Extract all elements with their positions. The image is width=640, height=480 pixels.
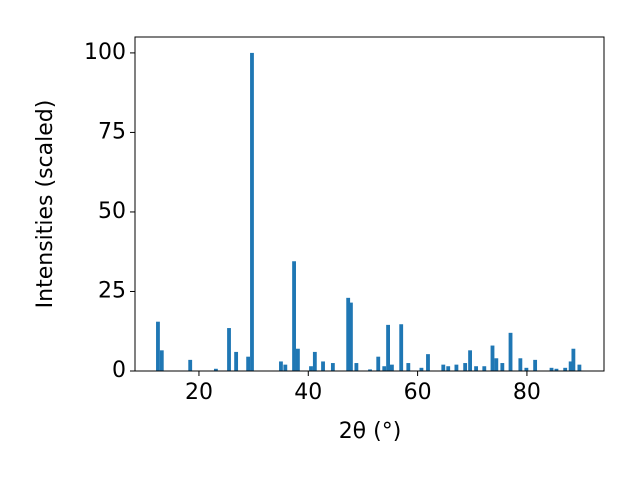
bar xyxy=(500,363,505,371)
bar xyxy=(446,366,451,371)
bar xyxy=(426,354,430,371)
bar xyxy=(549,367,554,371)
bar xyxy=(312,351,317,371)
bar xyxy=(246,356,251,371)
bar xyxy=(463,363,468,371)
bar xyxy=(234,351,239,371)
bar xyxy=(419,367,424,371)
bar xyxy=(188,359,193,371)
bar xyxy=(577,364,582,371)
x-tick-label: 40 xyxy=(294,380,322,405)
bar xyxy=(354,363,359,371)
y-tick-label: 100 xyxy=(84,40,126,65)
x-axis-label: 2θ (°) xyxy=(339,419,402,444)
bar xyxy=(468,350,472,371)
bar xyxy=(454,364,459,371)
bar xyxy=(563,367,568,371)
bar xyxy=(474,366,479,371)
bar xyxy=(518,358,523,371)
bar xyxy=(554,368,559,371)
bar xyxy=(321,361,325,371)
bar xyxy=(279,361,283,371)
bar xyxy=(389,364,394,371)
x-tick-label: 60 xyxy=(404,380,432,405)
bar xyxy=(295,348,300,371)
bar xyxy=(571,348,576,371)
bar xyxy=(494,358,499,371)
bar xyxy=(441,364,446,371)
bar xyxy=(568,361,573,371)
bar xyxy=(156,321,160,371)
bar xyxy=(508,332,513,371)
bar xyxy=(213,368,218,371)
bar xyxy=(386,324,390,371)
bar xyxy=(482,366,487,371)
bar xyxy=(406,363,411,371)
bar xyxy=(309,366,313,371)
bar xyxy=(227,328,231,371)
x-tick-label: 20 xyxy=(185,380,213,405)
plot-frame xyxy=(134,36,605,372)
y-tick-label: 25 xyxy=(98,278,126,303)
y-tick-label: 50 xyxy=(98,199,126,224)
bar xyxy=(346,297,351,371)
bar xyxy=(399,324,404,371)
bar xyxy=(250,52,254,372)
bar xyxy=(368,369,372,371)
bar xyxy=(330,363,335,371)
y-tick-label: 0 xyxy=(112,358,126,383)
bar xyxy=(159,350,164,371)
bar xyxy=(533,359,538,371)
bar xyxy=(292,261,296,371)
bar xyxy=(376,356,381,371)
bar xyxy=(490,345,495,371)
x-tick-label: 80 xyxy=(513,380,541,405)
y-tick-label: 75 xyxy=(98,119,126,144)
bar xyxy=(349,302,353,371)
bar xyxy=(382,366,387,371)
y-axis-label: Intensities (scaled) xyxy=(33,100,58,309)
bar xyxy=(524,367,529,371)
bar xyxy=(283,364,288,371)
